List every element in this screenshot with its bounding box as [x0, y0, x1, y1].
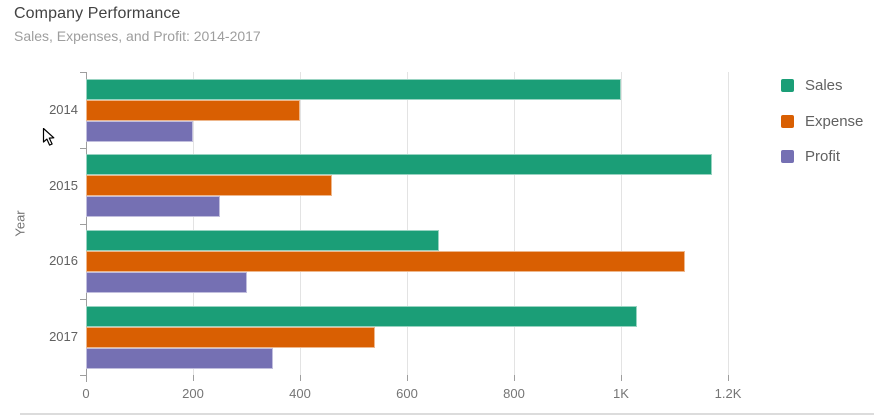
gridline-1K	[621, 72, 622, 375]
bar-expense-2017[interactable]	[86, 326, 375, 348]
bar-sales-2014[interactable]	[86, 78, 621, 100]
x-tick-mark-1K	[621, 375, 622, 381]
gridline-800	[514, 72, 515, 375]
gridline-1.2K	[728, 72, 729, 375]
bar-profit-2014[interactable]	[86, 120, 193, 142]
x-tick-label-400: 400	[289, 386, 311, 401]
legend-item-sales: Sales	[781, 77, 843, 94]
mouse-cursor	[42, 128, 55, 146]
legend-swatch-profit	[781, 150, 794, 163]
category-label-2015: 2015	[49, 177, 78, 193]
chart-header: Company Performance Sales, Expenses, and…	[14, 5, 261, 44]
x-tick-label-200: 200	[182, 386, 204, 401]
y-axis-line	[86, 72, 87, 382]
category-label-2014: 2014	[49, 101, 78, 117]
category-label-2016: 2016	[49, 253, 78, 269]
legend-label-expense: Expense	[805, 112, 864, 130]
x-tick-label-1.2K: 1.2K	[714, 386, 742, 401]
chart-title: Company Performance	[14, 5, 181, 22]
y-tick-mark	[80, 223, 86, 225]
y-tick-mark	[80, 299, 86, 301]
chart-subtitle: Sales, Expenses, and Profit: 2014-2017	[14, 28, 261, 44]
bar-sales-2016[interactable]	[86, 230, 440, 251]
x-tick-label-800: 800	[503, 386, 525, 401]
legend-swatch-sales	[781, 79, 794, 92]
y-tick-mark	[80, 147, 86, 149]
bar-sales-2017[interactable]	[86, 305, 638, 327]
bar-profit-2017[interactable]	[86, 347, 274, 369]
legend-label-profit: Profit	[805, 148, 841, 165]
bar-expense-2016[interactable]	[86, 251, 686, 272]
x-tick-label-600: 600	[396, 386, 418, 401]
legend-label-sales: Sales	[805, 77, 843, 94]
y-tick-mark	[80, 72, 86, 73]
x-tick-mark-800	[514, 375, 515, 381]
bar-sales-2015[interactable]	[86, 154, 712, 176]
x-tick-mark-600	[407, 375, 408, 381]
bar-expense-2014[interactable]	[86, 99, 300, 121]
gridline-200	[193, 72, 194, 375]
x-tick-label-1K: 1K	[613, 386, 629, 401]
horizontal-scrollbar-track[interactable]	[20, 413, 874, 415]
gridline-600	[407, 72, 408, 375]
legend-item-expense: Expense	[781, 113, 863, 130]
x-tick-label-0: 0	[82, 386, 90, 401]
category-label-2017: 2017	[49, 329, 78, 345]
x-tick-mark-1.2K	[728, 375, 729, 381]
bar-profit-2015[interactable]	[86, 196, 220, 218]
y-tick-mark	[80, 375, 86, 376]
gridline-400	[300, 72, 301, 375]
x-tick-mark-400	[300, 375, 301, 381]
legend-item-profit: Profit	[781, 148, 840, 165]
x-tick-mark-200	[193, 375, 194, 381]
bar-expense-2015[interactable]	[86, 175, 333, 197]
bar-profit-2016[interactable]	[86, 272, 247, 293]
legend-swatch-expense	[781, 114, 794, 128]
